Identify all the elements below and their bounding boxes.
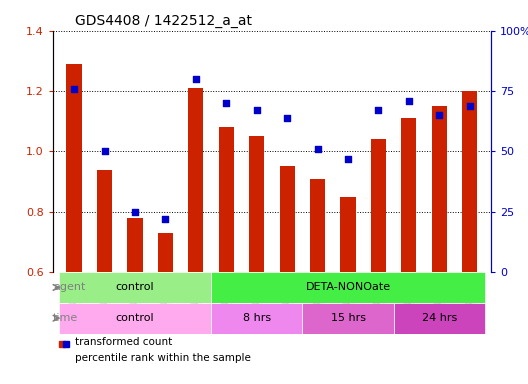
Point <box>313 146 322 152</box>
Bar <box>432 106 447 272</box>
Text: 15 hrs: 15 hrs <box>331 313 365 323</box>
Text: control: control <box>116 283 154 293</box>
Bar <box>310 179 325 272</box>
Text: control: control <box>116 313 154 323</box>
Point <box>252 107 261 113</box>
FancyBboxPatch shape <box>59 303 211 334</box>
Bar <box>158 233 173 272</box>
Point <box>161 216 169 222</box>
Bar <box>279 167 295 272</box>
Bar <box>97 169 112 272</box>
Point <box>404 98 413 104</box>
Text: agent: agent <box>53 283 86 293</box>
Point <box>435 112 444 118</box>
Bar <box>219 127 234 272</box>
Point <box>70 86 78 92</box>
Point <box>192 76 200 82</box>
Point <box>466 103 474 109</box>
FancyBboxPatch shape <box>211 303 303 334</box>
Bar <box>401 118 417 272</box>
Point <box>222 100 231 106</box>
Point <box>131 209 139 215</box>
Point <box>374 107 383 113</box>
Point <box>100 148 109 154</box>
Text: percentile rank within the sample: percentile rank within the sample <box>75 353 251 363</box>
Bar <box>341 197 356 272</box>
Point <box>283 114 291 121</box>
Text: 24 hrs: 24 hrs <box>422 313 457 323</box>
Bar <box>462 91 477 272</box>
Text: transformed count: transformed count <box>75 337 172 347</box>
Bar <box>67 64 82 272</box>
Bar <box>127 218 143 272</box>
Bar <box>188 88 203 272</box>
Text: 8 hrs: 8 hrs <box>243 313 271 323</box>
Point <box>344 156 352 162</box>
Text: GDS4408 / 1422512_a_at: GDS4408 / 1422512_a_at <box>75 14 252 28</box>
Bar <box>249 136 265 272</box>
FancyBboxPatch shape <box>303 303 394 334</box>
FancyBboxPatch shape <box>59 272 211 303</box>
FancyBboxPatch shape <box>211 272 485 303</box>
FancyBboxPatch shape <box>394 303 485 334</box>
Bar <box>371 139 386 272</box>
Text: DETA-NONOate: DETA-NONOate <box>305 283 391 293</box>
Text: time: time <box>53 313 78 323</box>
